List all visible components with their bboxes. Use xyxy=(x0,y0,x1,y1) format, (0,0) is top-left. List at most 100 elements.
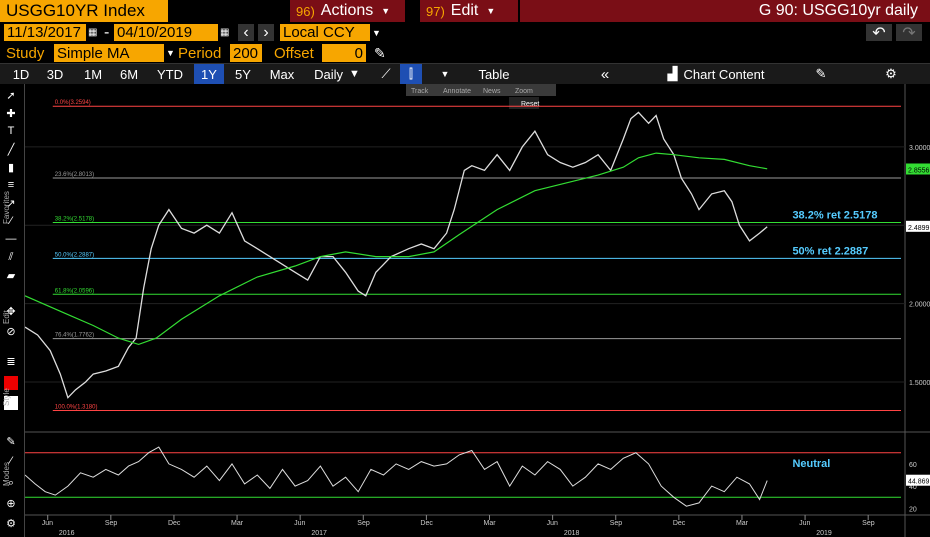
fib-level-label: 0.0%(3.2594) xyxy=(55,100,91,106)
x-tick-label: Dec xyxy=(168,520,181,527)
x-tick-label: Jun xyxy=(294,520,305,527)
color-red-swatch[interactable] xyxy=(4,376,18,390)
x-tick-label: Jun xyxy=(547,520,558,527)
year-label: 2016 xyxy=(59,530,75,537)
reset-button[interactable]: Reset xyxy=(521,101,539,108)
trend-tool-icon[interactable]: ╱ xyxy=(7,143,15,156)
chart-icon: ▟ xyxy=(667,66,678,81)
period-label: Period xyxy=(178,44,222,62)
line-chart-icon[interactable]: ⟋ xyxy=(381,66,391,81)
news-button[interactable]: News xyxy=(483,88,501,95)
fib-level-label: 76.4%(1.7762) xyxy=(55,333,94,339)
gear-icon[interactable]: ⚙ xyxy=(885,66,897,81)
annotate-button[interactable]: Annotate xyxy=(443,88,471,95)
crosshair-icon[interactable]: ✚ xyxy=(6,107,16,120)
settings-edit-icon[interactable]: ✎ xyxy=(815,66,827,81)
link-tool-icon[interactable]: ⊘ xyxy=(6,325,16,338)
hline-tool-icon[interactable]: — xyxy=(5,233,17,245)
price-panel: 3.00002.50002.00001.50000.0%(3.2594)23.6… xyxy=(25,84,930,537)
rsi-tick-label: 40 xyxy=(909,484,917,491)
next-arrow-icon[interactable]: › xyxy=(258,24,274,41)
zoom-mode-icon[interactable]: ⌕ xyxy=(7,476,15,489)
line-style-icon[interactable]: ≣ xyxy=(6,355,16,368)
range-6m[interactable]: 6M xyxy=(119,66,139,82)
range-1y[interactable]: 1Y xyxy=(194,64,224,84)
last-value-tag: 2.4899 xyxy=(908,225,930,232)
last-value-tag: 2.8556 xyxy=(908,167,930,174)
favorites-label: Favorites xyxy=(2,191,11,224)
prev-arrow-icon[interactable]: ‹ xyxy=(238,24,254,41)
pencil-icon[interactable]: ✎ xyxy=(374,44,386,61)
rsi-state-label: Neutral xyxy=(792,458,830,470)
offset-label: Offset xyxy=(274,44,314,62)
rsi-last-tag: 44.869 xyxy=(908,479,930,486)
range-1m[interactable]: 1M xyxy=(83,66,103,82)
text-tool-icon[interactable]: T xyxy=(7,125,15,137)
date-separator: - xyxy=(104,23,110,41)
retracement-annotation: 38.2% ret 2.5178 xyxy=(792,209,877,221)
table-button[interactable]: Table xyxy=(478,66,510,82)
price-series-line xyxy=(25,111,768,399)
range-max[interactable]: Max xyxy=(269,66,295,82)
range-1d[interactable]: 1D xyxy=(12,66,30,82)
moving-average-line xyxy=(25,152,768,346)
x-tick-label: Sep xyxy=(105,520,118,527)
last-value-tag-bg xyxy=(906,163,930,175)
pan-mode-icon[interactable]: ⊕ xyxy=(6,497,16,510)
frequency-select[interactable]: Daily ▼ xyxy=(306,64,368,84)
style-label: Style xyxy=(2,388,11,406)
start-date-input[interactable]: 11/13/2017 xyxy=(4,24,86,41)
redo-icon[interactable]: ↷ xyxy=(896,24,922,42)
track-button[interactable]: Track xyxy=(411,88,429,95)
range-ytd[interactable]: YTD xyxy=(157,66,183,82)
collapse-icon[interactable]: « xyxy=(600,65,610,83)
draw-mode-icon[interactable]: ✎ xyxy=(6,435,16,448)
edit-label: Edit xyxy=(2,310,11,324)
chart-content-button[interactable]: ▟ Chart Content xyxy=(646,64,786,84)
calendar-icon[interactable]: ▦ xyxy=(220,27,230,38)
currency-select[interactable]: Local CCY xyxy=(280,24,370,41)
study-label: Study xyxy=(6,44,45,62)
zoom-button[interactable]: Zoom xyxy=(515,88,533,95)
date-bar: 11/13/2017 ▦ - 04/10/2019 ▦ ‹ › Local CC… xyxy=(0,22,930,43)
fib-level-label: 50.0%(2.2887) xyxy=(55,252,94,258)
move-tool-icon[interactable]: ✥ xyxy=(6,305,16,318)
chart-background xyxy=(25,84,930,537)
draw-mode-icon[interactable]: ⁄ xyxy=(10,455,12,467)
rsi-line xyxy=(25,446,768,507)
range-5y[interactable]: 5Y xyxy=(235,66,251,82)
actions-menu[interactable]: 96) Actions ▼ xyxy=(290,0,405,22)
edit-menu[interactable]: 97) Edit ▼ xyxy=(420,0,518,22)
bar-chart-icon[interactable]: ⫿ xyxy=(400,64,422,84)
arrow-tool-icon[interactable]: ↗ xyxy=(6,197,16,210)
x-tick-label: Sep xyxy=(357,520,370,527)
study-bar: Study Simple MA ▼ Period 200 Offset 0 ✎ xyxy=(0,43,930,63)
caret-down-icon[interactable]: ▼ xyxy=(440,69,450,79)
end-date-input[interactable]: 04/10/2019 xyxy=(114,24,218,41)
caret-down-icon: ▼ xyxy=(486,6,496,16)
color-white-swatch[interactable] xyxy=(4,396,18,410)
undo-icon[interactable]: ↶ xyxy=(866,24,892,42)
ticker-field[interactable]: USGG10YR Index xyxy=(0,0,168,22)
gear-icon[interactable]: ⚙ xyxy=(6,517,16,530)
fib-tool-icon[interactable]: ≡ xyxy=(7,179,15,191)
period-input[interactable]: 200 xyxy=(230,44,262,62)
ruler-tool-icon[interactable]: ▰ xyxy=(6,269,16,282)
fib-level-label: 38.2%(2.5178) xyxy=(55,216,94,222)
cursor-icon[interactable]: ➚ xyxy=(6,89,16,102)
channel-tool-icon[interactable]: ⫽ xyxy=(8,250,14,263)
caret-down-icon[interactable]: ▼ xyxy=(166,48,175,58)
caret-down-icon: ▼ xyxy=(349,68,360,80)
x-tick-label: Dec xyxy=(673,520,686,527)
actions-num: 96) xyxy=(296,3,315,19)
brush-tool-icon[interactable]: ⁄ xyxy=(10,215,12,227)
year-label: 2017 xyxy=(311,530,327,537)
offset-input[interactable]: 0 xyxy=(322,44,366,62)
chart-area[interactable]: Track Annotate News Zoom Reset 3.00002.5… xyxy=(25,84,930,537)
marker-tool-icon[interactable]: ▮ xyxy=(7,161,15,174)
study-select[interactable]: Simple MA xyxy=(54,44,164,62)
calendar-icon[interactable]: ▦ xyxy=(88,27,98,38)
range-3d[interactable]: 3D xyxy=(46,66,64,82)
caret-down-icon[interactable]: ▼ xyxy=(372,27,381,38)
rsi-tick-label: 60 xyxy=(909,462,917,469)
